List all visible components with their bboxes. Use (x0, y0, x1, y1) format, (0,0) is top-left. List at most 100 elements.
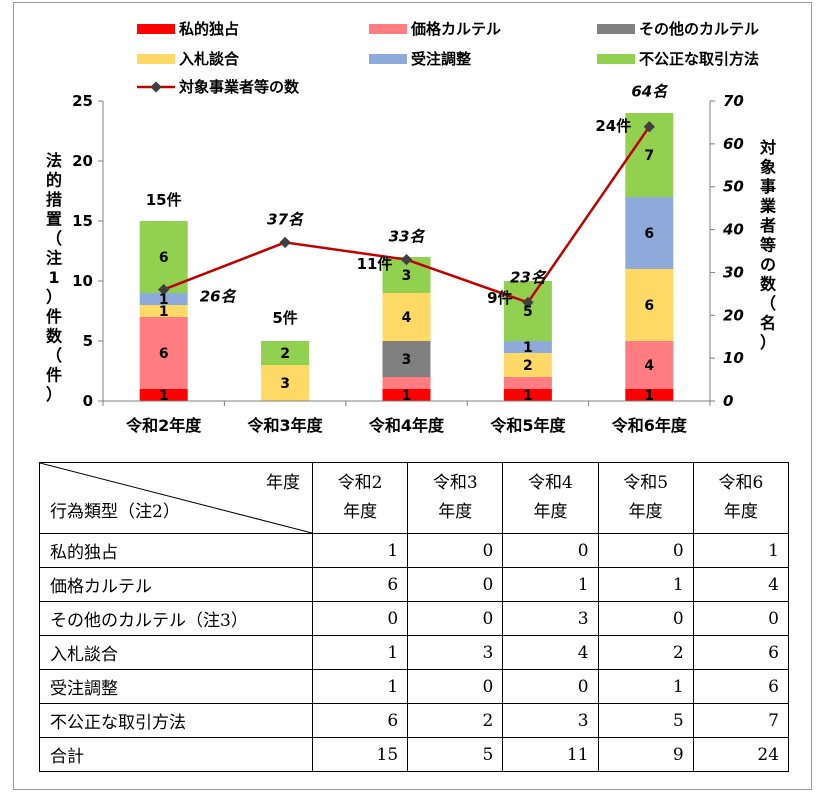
table-cell: 0 (597, 601, 694, 636)
legend-label-private-monopoly: 私的独占 (179, 20, 240, 38)
bar-segment (139, 389, 188, 401)
bar-value-label: 7 (644, 148, 654, 164)
y-tick-label: 20 (72, 152, 93, 170)
bar-value-label: 5 (523, 304, 533, 320)
bar-segment (625, 269, 674, 341)
table-cell: 1 (597, 567, 694, 602)
legend-swatch-price-cartel (369, 23, 407, 34)
table-cell: 1 (692, 533, 790, 568)
bar-segment (503, 341, 552, 353)
legend-swatch-private-monopoly (137, 23, 175, 34)
line-layer (158, 121, 655, 309)
data-table: 年度 行為類型（注2） 令和2 年度 令和3 年度 令和4 年度 令和5 年度 令和6 年… (39, 462, 790, 772)
table-cell: 0 (311, 601, 409, 636)
y2-tick-label: 0 (723, 392, 733, 410)
table-cell: 3 (407, 635, 504, 670)
line-point-marker (158, 283, 170, 296)
legend-label-bid-rigging: 入札談合 (179, 50, 240, 68)
bar-total-label: 24件 (595, 117, 631, 135)
bar-total-label: 11件 (357, 255, 393, 273)
table-cell: 3 (502, 703, 599, 738)
legend-item-private-monopoly: 私的独占 (137, 18, 239, 39)
table-row: 不公正な取引方法 6 2 3 5 7 (39, 703, 790, 738)
legend-item-unfair-trade: 不公正な取引方法 (597, 48, 759, 69)
table-row: 私的独占 1 0 0 0 1 (39, 533, 790, 568)
table-cell: 1 (597, 669, 694, 704)
table-cell: 4 (692, 567, 790, 602)
column-header: 令和2 年度 (311, 462, 409, 534)
bar-segment (139, 221, 188, 293)
row-label: 私的独占 (39, 533, 313, 568)
bar-segment (139, 317, 188, 389)
x-tick-label: 令和6年度 (611, 416, 688, 435)
table-cell: 15 (311, 737, 409, 772)
bar-total-label: 9件 (487, 289, 512, 307)
line-value-label: 23名 (510, 268, 547, 286)
table-cell: 2 (407, 703, 504, 738)
y2-tick-label: 60 (723, 135, 744, 153)
bar-segment (625, 341, 674, 389)
bar-segment (625, 389, 674, 401)
bar-value-label: 4 (402, 310, 412, 326)
bar-segment (139, 293, 188, 305)
bar-value-label: 2 (280, 346, 290, 362)
y-tick-label: 15 (72, 212, 93, 230)
x-tick-label: 令和4年度 (368, 416, 445, 435)
table-cell: 1 (311, 669, 409, 704)
y2-tick-label: 30 (723, 263, 744, 281)
table-cell: 0 (407, 567, 504, 602)
table-cell: 1 (311, 533, 409, 568)
legend-item-entity-count: 対象事業者等の数 (137, 76, 299, 97)
legend-swatch-other-cartel (597, 23, 635, 34)
bar-segment (503, 377, 552, 389)
bar-segment (503, 353, 552, 377)
legend-item-price-cartel: 価格カルテル (369, 18, 501, 39)
bar-value-label: 3 (402, 268, 412, 284)
bar-value-label: 1 (644, 388, 654, 404)
x-tick-label: 令和5年度 (489, 416, 566, 435)
legend-label-price-cartel: 価格カルテル (411, 20, 502, 38)
table-cell: 11 (502, 737, 599, 772)
table-cell: 0 (407, 533, 504, 568)
bar-value-label: 6 (159, 346, 169, 362)
y-axis-title: 法的措置（注 1 ）件数（件） (46, 151, 63, 404)
line-value-label: 33名 (389, 228, 426, 246)
bar-value-label: 1 (523, 388, 533, 404)
row-label: 不公正な取引方法 (39, 703, 313, 738)
bar-layer (139, 113, 674, 401)
bar-value-label: 6 (159, 250, 169, 266)
line-point-marker (522, 296, 534, 309)
legend-label-order-adjustment: 受注調整 (411, 50, 472, 68)
table-cell: 24 (692, 737, 790, 772)
y-tick-label: 0 (83, 392, 93, 410)
y2-tick-label: 70 (723, 92, 744, 110)
bar-value-label: 6 (644, 226, 654, 242)
y2-tick-label: 20 (723, 306, 744, 324)
y2-tick-label: 10 (723, 349, 744, 367)
y2-tick-label: 40 (722, 221, 744, 239)
bar-segment (503, 281, 552, 341)
bar-value-label: 3 (402, 352, 412, 368)
corner-type-label: 行為類型（注2） (50, 502, 180, 523)
table-row: 受注調整 1 0 0 1 6 (39, 669, 790, 704)
column-header: 令和3 年度 (407, 462, 504, 534)
legend-swatch-order-adjustment (369, 53, 407, 64)
table-cell: 4 (502, 635, 599, 670)
bar-total-label: 5件 (272, 309, 297, 327)
column-header: 令和5 年度 (597, 462, 694, 534)
legend-label-unfair-trade: 不公正な取引方法 (639, 50, 760, 68)
bar-value-label: 1 (402, 388, 412, 404)
figure-frame (13, 2, 812, 790)
table-cell: 1 (502, 567, 599, 602)
bar-value-label: 3 (280, 376, 290, 392)
legend-label-entity-count: 対象事業者等の数 (179, 78, 300, 96)
column-header: 令和4 年度 (502, 462, 599, 534)
legend-item-bid-rigging: 入札談合 (137, 48, 239, 69)
table-cell: 0 (407, 669, 504, 704)
bar-segment (625, 197, 674, 269)
table-cell: 9 (597, 737, 694, 772)
x-tick-label: 令和3年度 (247, 416, 324, 435)
row-label: 入札談合 (39, 635, 313, 670)
table-cell: 7 (692, 703, 790, 738)
bar-segment (261, 341, 310, 365)
